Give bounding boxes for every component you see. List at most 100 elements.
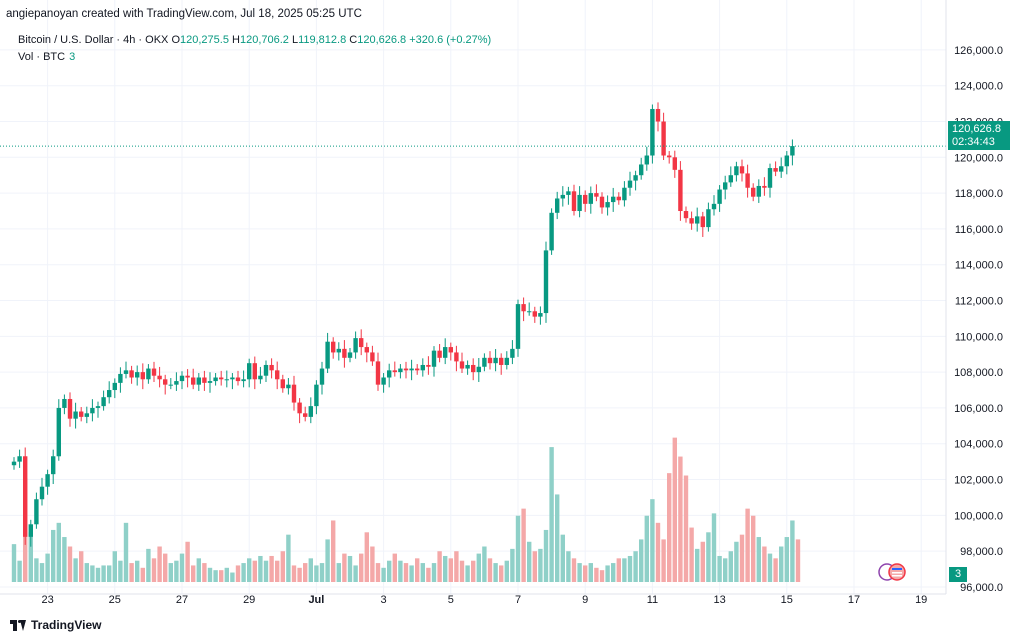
candle-body [566, 191, 571, 195]
candle-body [611, 196, 616, 203]
tradingview-brand[interactable]: TradingView [10, 618, 101, 632]
price-tick-label: 124,000.0 [954, 81, 1003, 93]
volume-bar [224, 567, 229, 582]
volume-bar [230, 572, 235, 582]
candle-body [73, 411, 78, 419]
volume-bar [745, 508, 750, 582]
volume-bar [706, 532, 711, 582]
candle-body [745, 173, 750, 188]
candle-body [454, 352, 459, 362]
time-tick-label: 5 [448, 594, 454, 606]
candle-body [711, 203, 717, 210]
volume-bar [179, 553, 185, 582]
volume-bar [11, 544, 17, 582]
volume-bar [95, 567, 101, 582]
volume-bar [717, 555, 722, 582]
candlesticks [11, 102, 795, 547]
candle-body [493, 357, 498, 364]
candle-body [661, 121, 666, 156]
candle-body [594, 193, 599, 197]
volume-bar [515, 515, 521, 582]
time-tick-label: 11 [647, 594, 658, 606]
price-tick-label: 126,000.0 [954, 45, 1003, 57]
ohlc-open-label: O [171, 34, 181, 46]
price-tick-label: 114,000.0 [955, 260, 1003, 272]
brand-name: TradingView [31, 618, 102, 632]
ohlc-high-label: H [232, 34, 240, 46]
candle-body [11, 461, 17, 466]
candle-body [17, 456, 22, 462]
candle-body [258, 375, 263, 380]
candle-body [185, 375, 190, 378]
volume-bar [588, 563, 593, 582]
candle-body [403, 368, 409, 371]
candle-body [790, 146, 795, 156]
volume-bar [560, 534, 565, 582]
us-flag-event-icon[interactable] [877, 562, 907, 582]
candle-body [291, 384, 297, 403]
ohlc-close-label: C [349, 34, 358, 46]
candle-body [235, 377, 241, 382]
candle-body [303, 413, 308, 417]
tradingview-logo-icon [10, 619, 26, 631]
series-legend[interactable]: Bitcoin / U.S. Dollar · 4h · OKX O120,27… [18, 34, 491, 46]
volume-bar [196, 558, 201, 582]
candle-body [207, 381, 213, 383]
volume-bar [28, 532, 33, 582]
volume-bar [375, 563, 381, 582]
volume-bar [202, 563, 207, 582]
volume-bar [151, 558, 157, 582]
volume-bar [73, 558, 78, 582]
candle-body [487, 357, 493, 364]
volume-bar [314, 565, 319, 582]
volume-bar [493, 563, 498, 582]
volume-bar [459, 560, 465, 582]
volume-bar [123, 522, 129, 582]
volume-bar [392, 553, 397, 582]
volume-bar [599, 570, 605, 582]
candle-body [510, 348, 515, 358]
ohlc-change: +320.6 (+0.27%) [409, 34, 492, 46]
candle-body [504, 357, 509, 365]
time-tick-label: 25 [109, 594, 121, 606]
price-tick-label: 116,000.0 [955, 224, 1003, 236]
volume-bar [667, 473, 672, 582]
candle-body [762, 185, 767, 188]
candle-body [431, 350, 437, 367]
candle-body [415, 368, 420, 371]
time-tick-label: 15 [781, 594, 793, 606]
candle-body [112, 382, 117, 391]
candle-body [146, 368, 151, 380]
candle-body [359, 338, 364, 348]
candle-body [79, 411, 84, 417]
volume-bar [499, 565, 504, 582]
candle-body [319, 368, 325, 385]
candle-body [409, 368, 414, 371]
price-axis[interactable]: 126,000.0124,000.0122,000.0120,000.0118,… [954, 45, 1003, 594]
price-tick-label: 112,000.0 [955, 296, 1003, 308]
time-tick-label: 17 [848, 594, 860, 606]
volume-bar [263, 560, 269, 582]
candle-body [476, 366, 481, 373]
volume-bar [571, 558, 577, 582]
candle-body [123, 370, 129, 374]
symbol-name[interactable]: Bitcoin / U.S. Dollar · 4h · OKX [18, 34, 169, 46]
volume-legend[interactable]: Vol · BTC 3 [18, 51, 75, 63]
candle-body [583, 194, 588, 204]
time-axis[interactable]: 23 25 27 29 Jul 3 5 7 9 11 13 15 17 19 [41, 594, 927, 606]
candle-body [779, 166, 784, 172]
candle-body [723, 182, 728, 190]
candle-body [364, 347, 369, 353]
candle-body [314, 384, 319, 407]
volume-bar [56, 522, 61, 582]
candle-body [443, 347, 448, 358]
candle-body [543, 250, 549, 314]
candle-body [275, 370, 280, 380]
candle-body [140, 372, 145, 380]
candle-body [532, 311, 537, 317]
volume-bar [280, 551, 285, 582]
candle-body [689, 218, 694, 224]
time-tick-label: 29 [243, 594, 255, 606]
candle-body [163, 379, 168, 385]
